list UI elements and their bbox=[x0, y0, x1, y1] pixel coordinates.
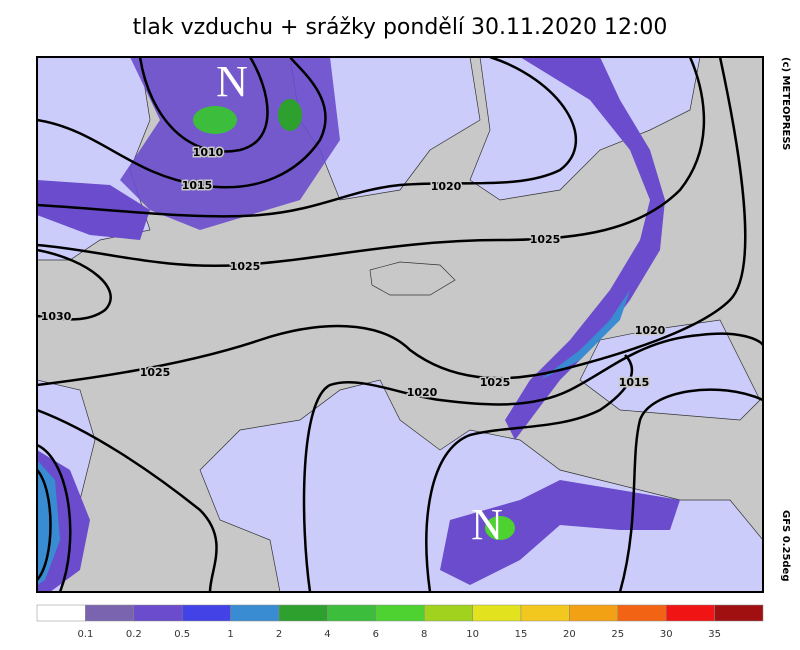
isobar-label: 1020 bbox=[635, 324, 666, 337]
isobar bbox=[37, 57, 706, 268]
isobar-label: 1030 bbox=[41, 310, 72, 323]
isobars bbox=[37, 57, 763, 592]
legend-label: 8 bbox=[421, 629, 427, 640]
isobar bbox=[37, 443, 72, 592]
isobar bbox=[425, 354, 634, 592]
isobar bbox=[37, 469, 52, 581]
isobar-label: 1025 bbox=[140, 366, 171, 379]
isobar bbox=[37, 57, 747, 387]
precipitation bbox=[37, 57, 680, 592]
legend-swatch bbox=[36, 604, 86, 622]
legend-swatch bbox=[714, 604, 764, 622]
isobar bbox=[37, 57, 578, 218]
credit: (c) METEOPRESS bbox=[780, 57, 791, 150]
isobar bbox=[37, 408, 218, 592]
legend-swatch bbox=[617, 604, 667, 622]
isobar bbox=[618, 388, 763, 592]
isobar bbox=[37, 57, 327, 189]
legend-label: 2 bbox=[276, 629, 282, 640]
legend-swatch bbox=[85, 604, 135, 622]
legend-swatch bbox=[569, 604, 619, 622]
legend: 0.1 0.2 0.5 1 2 4 6 8 10 15 20 25 30 35 bbox=[36, 604, 764, 640]
legend-label: 4 bbox=[324, 629, 330, 640]
low-pressure-marker: N bbox=[216, 57, 248, 106]
isobar-label: 1025 bbox=[480, 376, 511, 389]
title: tlak vzduchu + srážky pondělí 30.11.2020… bbox=[133, 15, 668, 40]
isobar-label: 1020 bbox=[431, 180, 462, 193]
isobar-label: 1025 bbox=[230, 260, 261, 273]
legend-swatch bbox=[665, 604, 715, 622]
isobar bbox=[37, 248, 112, 321]
map-frame bbox=[36, 56, 764, 593]
isobar-label: 1010 bbox=[193, 146, 224, 159]
legend-label: 30 bbox=[660, 629, 673, 640]
map: 1010 1015 1020 1025 1025 1030 1025 1020 1025 1020… bbox=[36, 56, 764, 593]
isobar bbox=[302, 332, 763, 592]
legend-swatch bbox=[133, 604, 183, 622]
isobar-label: 1015 bbox=[619, 376, 650, 389]
low-pressure-marker: N bbox=[471, 500, 503, 549]
legend-label: 20 bbox=[563, 629, 576, 640]
legend-swatch bbox=[375, 604, 425, 622]
legend-label: 35 bbox=[708, 629, 721, 640]
legend-label: 0.1 bbox=[77, 629, 93, 640]
isobar bbox=[138, 57, 269, 153]
isobar-label: 1025 bbox=[530, 233, 561, 246]
legend-swatch bbox=[423, 604, 473, 622]
legend-label: 6 bbox=[373, 629, 379, 640]
legend-swatch bbox=[181, 604, 231, 622]
legend-swatch bbox=[520, 604, 570, 622]
legend-swatch bbox=[278, 604, 328, 622]
legend-swatch bbox=[327, 604, 377, 622]
legend-label: 10 bbox=[466, 629, 479, 640]
legend-label: 0.5 bbox=[174, 629, 190, 640]
legend-swatch bbox=[472, 604, 522, 622]
legend-swatch bbox=[230, 604, 280, 622]
legend-label: 0.2 bbox=[126, 629, 142, 640]
model-name: GFS 0.25deg bbox=[780, 510, 791, 582]
legend-label: 25 bbox=[611, 629, 624, 640]
isobar-label: 1020 bbox=[407, 386, 438, 399]
isobar-label: 1015 bbox=[182, 179, 213, 192]
legend-label: 15 bbox=[515, 629, 528, 640]
legend-label: 1 bbox=[227, 629, 233, 640]
